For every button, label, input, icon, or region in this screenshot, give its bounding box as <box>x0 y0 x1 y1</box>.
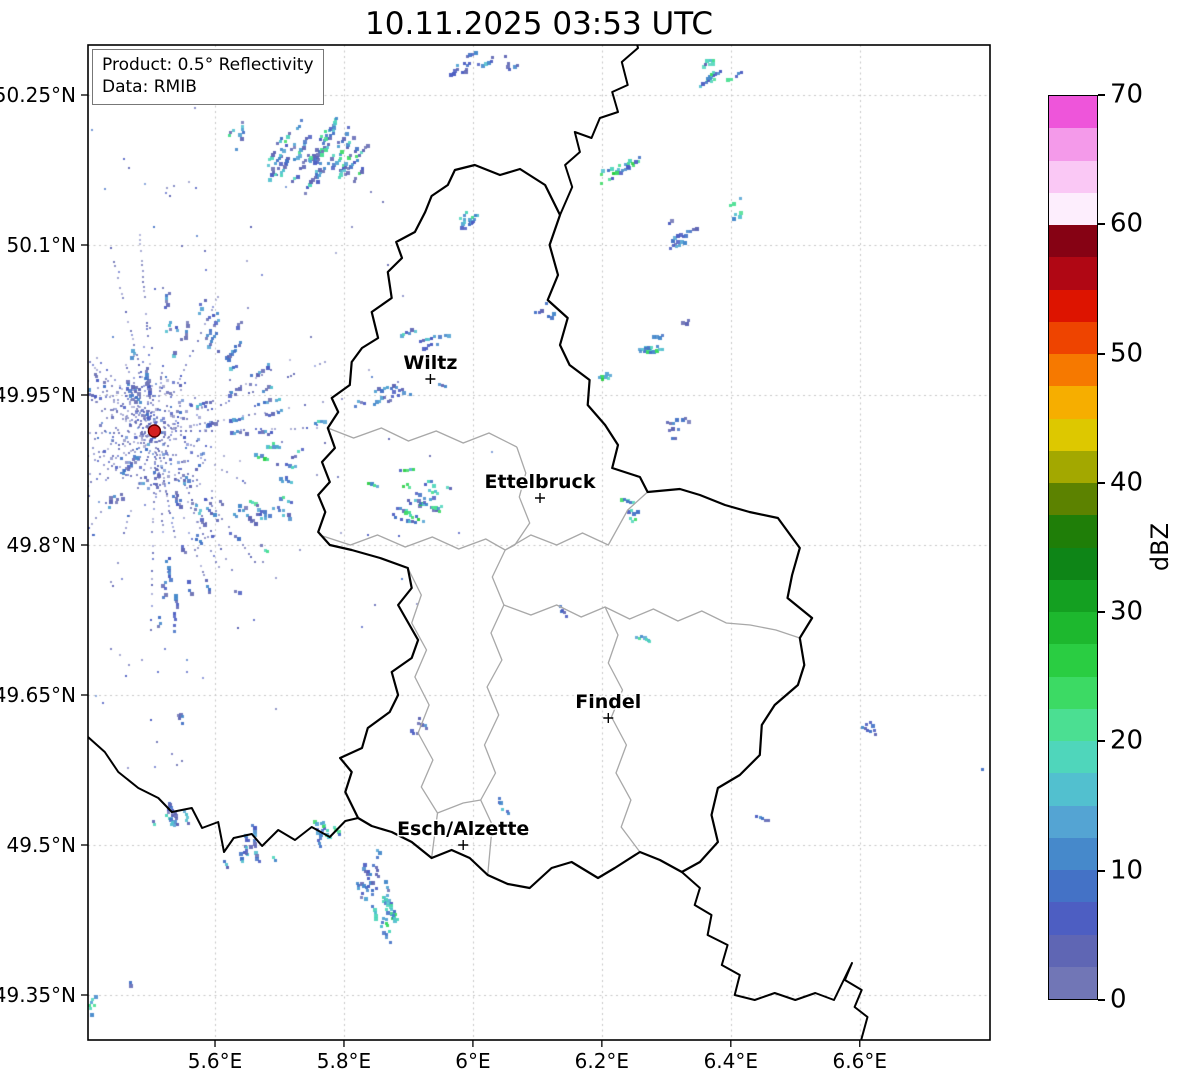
colorbar-segment <box>1049 870 1097 903</box>
district-border <box>604 606 641 853</box>
y-tick-label: 49.8°N <box>7 533 77 557</box>
colorbar-tick <box>1098 94 1105 96</box>
neighbor-country-border <box>88 736 359 853</box>
y-tick-label: 49.65°N <box>0 683 76 707</box>
x-tick-label: 6.2°E <box>575 1049 629 1073</box>
colorbar-tick-label: 70 <box>1110 79 1144 110</box>
district-border <box>319 534 506 551</box>
colorbar-tick <box>1098 740 1105 743</box>
colorbar-segment <box>1049 386 1097 419</box>
colorbar-tick-label: 30 <box>1110 596 1144 627</box>
plot-frame <box>87 44 991 1041</box>
colorbar-segment <box>1049 805 1097 838</box>
colorbar-tick <box>1098 223 1105 226</box>
colorbar-tick <box>1098 611 1105 614</box>
city-label: Findel <box>575 691 641 713</box>
x-tick-label: 5.8°E <box>317 1049 371 1073</box>
colorbar-tick-label: 20 <box>1110 725 1144 756</box>
data-source-line: Data: RMIB <box>102 77 197 98</box>
district-border <box>504 491 649 551</box>
colorbar-segment <box>1049 450 1097 483</box>
colorbar-segment <box>1049 644 1097 677</box>
product-line: Product: 0.5° Reflectivity <box>102 55 314 75</box>
colorbar-tick-label: 0 <box>1110 984 1127 1015</box>
y-tick-label: 49.35°N <box>0 983 76 1007</box>
colorbar-tick <box>1098 999 1105 1001</box>
colorbar-tick <box>1098 869 1105 872</box>
y-tick-label: 50.1°N <box>7 233 77 257</box>
city-marker <box>535 493 545 503</box>
colorbar-segment <box>1049 741 1097 774</box>
colorbar-segment <box>1049 773 1097 806</box>
colorbar-tick <box>1098 352 1105 355</box>
colorbar-segment <box>1049 902 1097 935</box>
luxembourg-border <box>317 163 814 890</box>
city-label: Wiltz <box>403 352 457 374</box>
radar-site-marker <box>147 424 162 438</box>
colorbar-segment <box>1049 160 1097 193</box>
x-tick-label: 6.4°E <box>704 1049 758 1073</box>
x-tick-label: 6.6°E <box>833 1049 887 1073</box>
figure-title: 10.11.2025 03:53 UTC <box>365 6 713 42</box>
colorbar-tick-label: 60 <box>1110 208 1144 239</box>
colorbar <box>1048 95 1098 1000</box>
district-border <box>504 446 531 551</box>
colorbar-segment <box>1049 257 1097 290</box>
x-tick-label: 5.6°E <box>188 1049 242 1073</box>
colorbar-tick-label: 50 <box>1110 337 1144 368</box>
colorbar-segment <box>1049 354 1097 387</box>
district-border <box>437 799 481 814</box>
colorbar-segment <box>1049 708 1097 741</box>
colorbar-segment <box>1049 515 1097 548</box>
colorbar-segment <box>1049 418 1097 451</box>
colorbar-segment <box>1049 321 1097 354</box>
district-border <box>479 549 506 876</box>
city-marker <box>603 713 614 723</box>
colorbar-segment <box>1049 225 1097 258</box>
y-tick-label: 49.95°N <box>0 383 76 407</box>
neighbor-country-border <box>559 45 639 216</box>
colorbar-segment <box>1049 96 1097 129</box>
colorbar-segment <box>1049 934 1097 967</box>
colorbar-tick-label: 40 <box>1110 467 1144 498</box>
map-geometry <box>88 45 869 1040</box>
colorbar-segment <box>1049 289 1097 322</box>
city-label: Ettelbruck <box>485 471 596 493</box>
colorbar-segment <box>1049 192 1097 225</box>
colorbar-segment <box>1049 483 1097 516</box>
city-label: Esch/Alzette <box>397 818 529 840</box>
district-border <box>407 567 439 859</box>
colorbar-segment <box>1049 837 1097 870</box>
colorbar-segment <box>1049 128 1097 161</box>
city-marker <box>458 840 469 850</box>
colorbar-segment <box>1049 676 1097 709</box>
colorbar-segment <box>1049 966 1097 999</box>
colorbar-tick-label: 10 <box>1110 855 1144 886</box>
product-info-box: Product: 0.5° Reflectivity Data: RMIB <box>92 49 324 105</box>
colorbar-segment <box>1049 579 1097 612</box>
colorbar-axis-label: dBZ <box>1146 523 1174 571</box>
district-border <box>503 604 801 639</box>
x-tick-label: 6°E <box>455 1049 490 1073</box>
y-tick-label: 50.25°N <box>0 83 76 107</box>
colorbar-segment <box>1049 612 1097 645</box>
city-marker <box>425 374 436 384</box>
y-tick-label: 49.5°N <box>7 833 77 857</box>
colorbar-tick <box>1098 481 1105 484</box>
neighbor-country-border <box>681 871 869 1040</box>
colorbar-segment <box>1049 547 1097 580</box>
district-border <box>327 427 518 448</box>
